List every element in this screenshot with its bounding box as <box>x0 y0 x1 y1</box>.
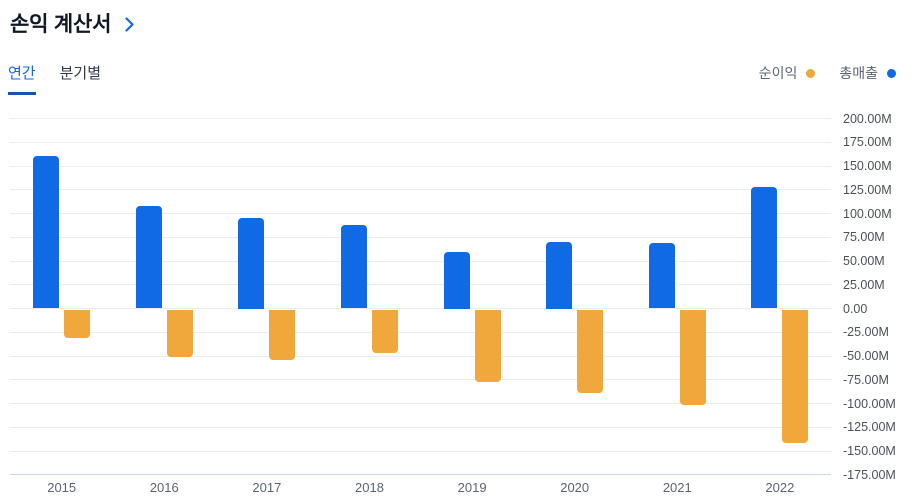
revenue-bar[interactable] <box>135 205 162 309</box>
net-income-dot-icon <box>806 68 816 78</box>
x-axis-year-label: 2022 <box>765 480 795 495</box>
gridline <box>10 189 831 191</box>
gridline <box>10 213 831 214</box>
x-axis-year-label: 2016 <box>149 480 179 495</box>
x-axis-year-label: 2018 <box>355 480 384 495</box>
net-income-bar[interactable] <box>372 309 398 354</box>
revenue-dot-icon <box>887 68 896 78</box>
legend-net-income-label: 순이익 <box>758 65 798 81</box>
income-statement-title-link[interactable]: 손익 계산서 <box>10 8 135 38</box>
y-axis-tick-label: 125.00M <box>843 182 892 197</box>
x-axis-year-label: 2017 <box>252 480 282 495</box>
gridline <box>10 284 831 286</box>
y-axis-tick-label: -50.00M <box>843 349 889 363</box>
gridline <box>10 141 831 143</box>
y-axis-tick-label: 75.00M <box>843 230 885 245</box>
gridline <box>10 165 831 167</box>
gridline <box>10 236 831 238</box>
x-axis-year-label: 2019 <box>457 480 487 495</box>
revenue-bar[interactable] <box>751 186 778 309</box>
y-axis-tick-label: 50.00M <box>843 254 885 268</box>
y-axis-tick-label: 150.00M <box>843 159 892 173</box>
y-axis-tick-label: -100.00M <box>843 396 896 411</box>
gridline <box>10 474 831 476</box>
period-tabs: 연간 분기별 <box>8 62 101 95</box>
gridline <box>10 450 831 452</box>
gridline <box>10 355 831 357</box>
y-axis-tick-label: -75.00M <box>843 372 889 387</box>
chevron-right-icon <box>124 16 135 33</box>
net-income-bar[interactable] <box>679 309 706 405</box>
gridline <box>10 308 831 309</box>
net-income-bar[interactable] <box>782 309 809 444</box>
y-axis-tick-label: -125.00M <box>843 420 896 435</box>
legend-item-net-income[interactable]: 순이익 <box>759 63 816 83</box>
legend-revenue-label: 총매출 <box>839 65 878 81</box>
gridline <box>10 379 831 381</box>
revenue-bar[interactable] <box>238 218 265 309</box>
y-axis-tick-label: 0.00 <box>843 301 868 316</box>
page-title: 손익 계산서 <box>10 13 112 36</box>
tab-annual[interactable]: 연간 <box>8 62 36 95</box>
y-axis-tick-label: 175.00M <box>843 135 892 150</box>
y-axis-tick-label: -175.00M <box>843 467 896 482</box>
revenue-bar[interactable] <box>341 224 367 309</box>
gridline <box>10 118 831 119</box>
revenue-bar[interactable] <box>648 242 675 309</box>
tab-quarterly[interactable]: 분기별 <box>59 65 102 82</box>
gridline <box>10 426 831 428</box>
net-income-bar[interactable] <box>64 309 91 338</box>
y-axis-tick-label: 200.00M <box>843 111 892 126</box>
y-axis-tick-label: 100.00M <box>843 206 892 221</box>
tab-and-legend-row: 연간 분기별 순이익 총매출 <box>8 62 896 95</box>
x-axis-year-label: 2021 <box>662 480 692 495</box>
net-income-bar[interactable] <box>269 309 296 360</box>
net-income-bar[interactable] <box>166 309 193 357</box>
y-axis-tick-label: -150.00M <box>843 444 896 458</box>
y-axis-tick-label: -25.00M <box>843 325 889 340</box>
y-axis-tick-label: 25.00M <box>843 277 885 292</box>
gridline <box>10 331 831 333</box>
legend-item-revenue[interactable]: 총매출 <box>839 63 896 83</box>
revenue-bar[interactable] <box>546 242 573 309</box>
gridline <box>10 403 831 404</box>
net-income-bar[interactable] <box>577 309 604 394</box>
gridline <box>10 260 831 262</box>
revenue-bar[interactable] <box>443 251 470 309</box>
x-axis-year-label: 2015 <box>47 480 77 495</box>
net-income-bar[interactable] <box>474 309 501 382</box>
revenue-bar[interactable] <box>33 155 60 309</box>
chart-legend: 순이익 총매출 <box>759 63 896 83</box>
x-axis-year-label: 2020 <box>560 480 590 495</box>
